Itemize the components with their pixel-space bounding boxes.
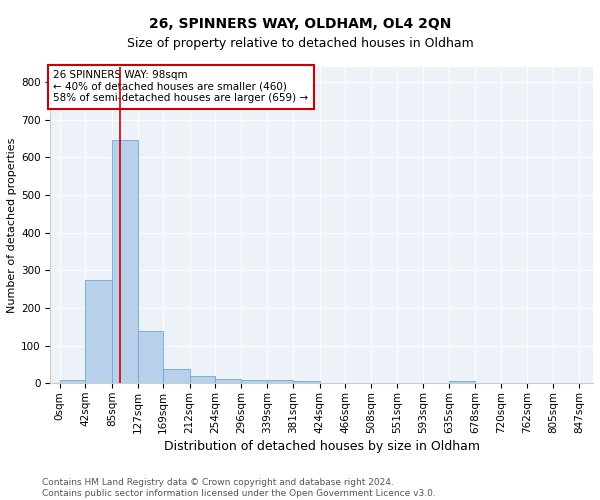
Text: 26 SPINNERS WAY: 98sqm
← 40% of detached houses are smaller (460)
58% of semi-de: 26 SPINNERS WAY: 98sqm ← 40% of detached… [53,70,308,103]
Text: Size of property relative to detached houses in Oldham: Size of property relative to detached ho… [127,38,473,51]
Bar [190,376,215,384]
Bar [268,380,293,384]
Bar [215,379,241,384]
Bar [163,369,190,384]
Bar [112,140,137,384]
Bar [241,380,268,384]
Bar [59,380,85,384]
Bar [449,380,475,384]
Y-axis label: Number of detached properties: Number of detached properties [7,138,17,313]
Bar [293,380,320,384]
Text: Contains HM Land Registry data © Crown copyright and database right 2024.
Contai: Contains HM Land Registry data © Crown c… [42,478,436,498]
Bar [137,332,163,384]
Text: 26, SPINNERS WAY, OLDHAM, OL4 2QN: 26, SPINNERS WAY, OLDHAM, OL4 2QN [149,18,451,32]
Bar [85,280,112,384]
X-axis label: Distribution of detached houses by size in Oldham: Distribution of detached houses by size … [164,440,480,453]
